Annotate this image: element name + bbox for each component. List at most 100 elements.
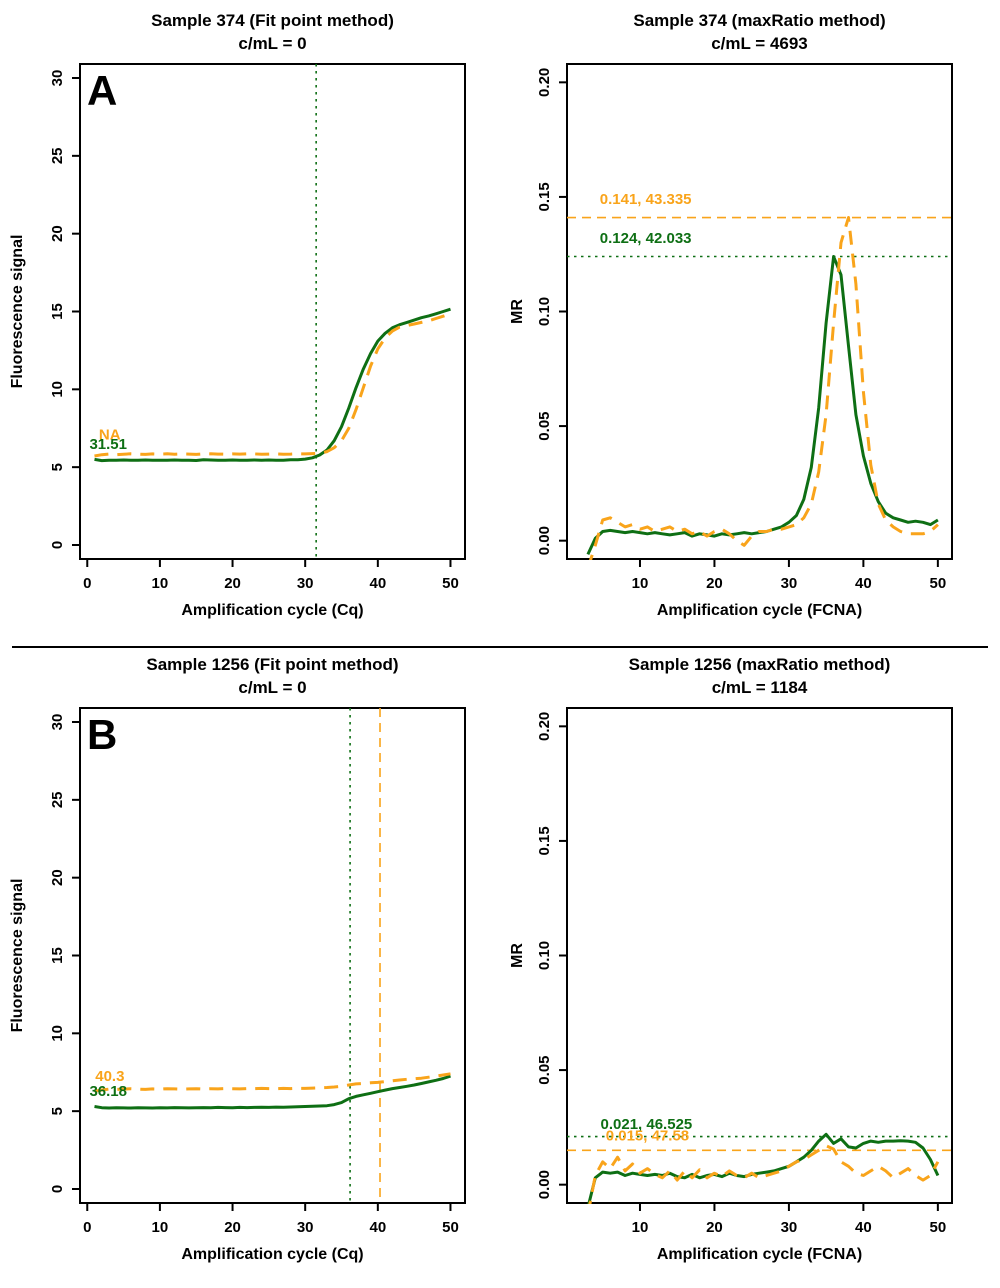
y-axis: 0 5 10 15 20 25 30: [49, 70, 80, 549]
y-tick-label: 0.00: [536, 526, 553, 555]
x-tick-label: 30: [781, 575, 798, 592]
panel-subtitle-concentration: c/mL = 4693: [711, 34, 808, 53]
y-tick-label: 20: [49, 869, 66, 886]
y-tick-label: 0: [49, 541, 66, 549]
x-tick-label: 10: [152, 1219, 169, 1236]
y-tick-label: 25: [49, 147, 66, 164]
x-tick-label: 40: [369, 575, 386, 592]
y-axis-title: Fluorescence signal: [9, 235, 26, 389]
annotation-value-label: 40.3: [95, 1068, 124, 1085]
x-tick-label: 10: [152, 575, 169, 592]
x-tick-label: 50: [442, 575, 459, 592]
series-green-solid-curve: [94, 1074, 451, 1110]
series-green-solid-curve: [587, 1132, 940, 1204]
panel-title: Sample 374 (maxRatio method): [633, 11, 885, 30]
x-tick-label: 0: [83, 575, 91, 592]
row-separator-line: [12, 646, 988, 648]
annotation-value-label: 0.015, 47.58: [606, 1127, 689, 1144]
panel-title: Sample 374 (Fit point method): [151, 11, 394, 30]
series-orange-dashed-curve: [94, 1072, 451, 1093]
x-tick-label: 30: [297, 575, 314, 592]
y-tick-label: 0.20: [536, 68, 553, 97]
y-tick-label: 30: [49, 70, 66, 87]
y-tick-label: 5: [49, 463, 66, 471]
x-tick-label: 30: [297, 1219, 314, 1236]
annotation-value-label: NA: [99, 426, 121, 443]
y-tick-label: 20: [49, 225, 66, 242]
x-axis: 10 20 30 40 50: [632, 1203, 947, 1236]
x-tick-label: 40: [855, 575, 872, 592]
x-axis-title: Amplification cycle (Cq): [181, 1246, 363, 1263]
x-tick-label: 50: [930, 1219, 947, 1236]
annotation-value-label: 0.021, 46.525: [601, 1116, 693, 1133]
x-axis-title: Amplification cycle (FCNA): [657, 602, 862, 619]
x-tick-label: 20: [224, 1219, 241, 1236]
annotation-value-label: 36.18: [89, 1083, 127, 1100]
chart-sample-374-fit-point: Sample 374 (Fit point method) c/mL = 0 0 10…: [9, 11, 466, 619]
y-axis: 0.00 0.05 0.10 0.15 0.20: [536, 68, 567, 555]
y-tick-label: 15: [49, 303, 66, 320]
series-green-solid-curve: [94, 307, 451, 463]
x-tick-label: 20: [224, 575, 241, 592]
panel-subtitle-concentration: c/mL = 0: [238, 678, 306, 697]
chart-sample-374-maxratio: Sample 374 (maxRatio method) c/mL = 4693 1…: [509, 11, 953, 619]
annotation-value-label: 0.124, 42.033: [600, 230, 692, 247]
x-tick-label: 50: [930, 575, 947, 592]
y-tick-label: 0.10: [536, 297, 553, 326]
figure-row-b: Sample 1256 (Fit point method) c/mL = 0 0 1…: [0, 644, 1000, 1288]
y-axis: 0 5 10 15 20 25 30: [49, 714, 80, 1193]
y-axis-title: Fluorescence signal: [9, 879, 26, 1033]
y-tick-label: 0: [49, 1185, 66, 1193]
series-green-solid-curve: [586, 255, 939, 556]
x-axis: 0 10 20 30 40 50: [83, 1203, 459, 1236]
series-orange-dashed-curve: [94, 312, 451, 458]
y-axis: 0.00 0.05 0.10 0.15 0.20: [536, 712, 567, 1199]
x-tick-label: 30: [781, 1219, 798, 1236]
panel-subtitle-concentration: c/mL = 1184: [712, 678, 808, 697]
x-axis: 0 10 20 30 40 50: [83, 559, 459, 592]
series-group: [94, 1072, 451, 1110]
series-orange-dashed-curve: [588, 1144, 940, 1204]
y-axis-title: MR: [509, 299, 526, 324]
x-tick-label: 40: [369, 1219, 386, 1236]
x-tick-label: 50: [442, 1219, 459, 1236]
panel-sample-374-fit-point: Sample 374 (Fit point method) c/mL = 0 0 10…: [0, 0, 500, 644]
panel-sample-1256-maxratio: Sample 1256 (maxRatio method) c/mL = 1184…: [500, 644, 1000, 1288]
y-tick-label: 15: [49, 947, 66, 964]
panel-sample-374-maxratio: Sample 374 (maxRatio method) c/mL = 4693 1…: [500, 0, 1000, 644]
plot-box: [79, 63, 466, 560]
x-tick-label: 20: [706, 575, 723, 592]
x-axis-title: Amplification cycle (Cq): [181, 602, 363, 619]
y-tick-label: 0.15: [536, 182, 553, 211]
y-tick-label: 0.15: [536, 826, 553, 855]
x-tick-label: 10: [632, 1219, 649, 1236]
y-tick-label: 25: [49, 791, 66, 808]
x-tick-label: 40: [855, 1219, 872, 1236]
series-group: [587, 1132, 940, 1204]
y-tick-label: 30: [49, 714, 66, 731]
annotation-value-label: 0.141, 43.335: [600, 191, 692, 208]
y-tick-label: 10: [49, 381, 66, 398]
panel-letter: B: [87, 711, 117, 758]
panel-title: Sample 1256 (Fit point method): [146, 655, 398, 674]
plot-box: [566, 63, 953, 560]
y-tick-label: 0.20: [536, 712, 553, 741]
y-tick-label: 10: [49, 1025, 66, 1042]
series-group: [94, 307, 451, 463]
series-group: [586, 216, 939, 560]
y-tick-label: 0.00: [536, 1170, 553, 1199]
panel-subtitle-concentration: c/mL = 0: [238, 34, 306, 53]
x-tick-label: 20: [706, 1219, 723, 1236]
y-axis-title: MR: [509, 943, 526, 968]
y-tick-label: 0.10: [536, 941, 553, 970]
figure-row-a: Sample 374 (Fit point method) c/mL = 0 0 10…: [0, 0, 1000, 644]
y-tick-label: 0.05: [536, 411, 553, 440]
x-axis: 10 20 30 40 50: [632, 559, 947, 592]
panel-sample-1256-fit-point: Sample 1256 (Fit point method) c/mL = 0 0 1…: [0, 644, 500, 1288]
panel-letter: A: [87, 67, 117, 114]
y-tick-label: 0.05: [536, 1055, 553, 1084]
x-axis-title: Amplification cycle (FCNA): [657, 1246, 862, 1263]
series-orange-dashed-curve: [588, 216, 939, 560]
x-tick-label: 10: [632, 575, 649, 592]
